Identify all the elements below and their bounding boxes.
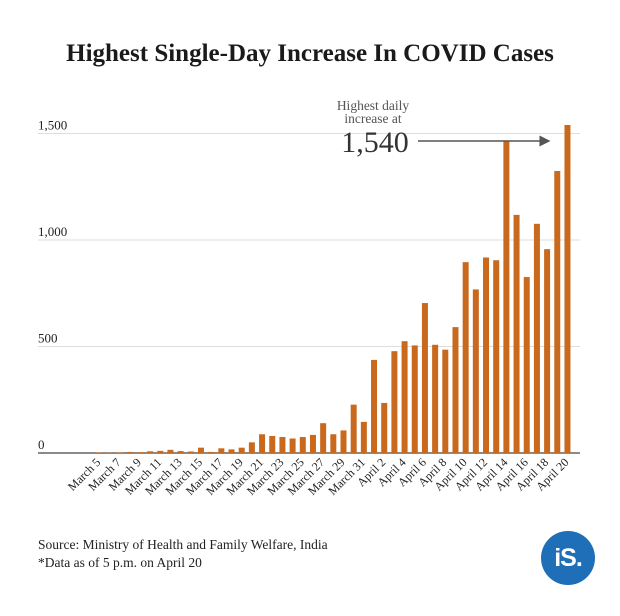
annotation-arrow-head (539, 135, 551, 147)
bar-march-27 (320, 423, 327, 453)
bar-march-25 (299, 437, 306, 453)
bar-april-10 (462, 262, 469, 453)
bar-april-9 (452, 327, 459, 453)
data-note: *Data as of 5 p.m. on April 20 (38, 555, 202, 570)
bar-april-15 (513, 214, 520, 453)
bar-march-13 (177, 451, 184, 453)
bar-march-28 (330, 434, 337, 453)
bar-march-7 (116, 452, 123, 453)
bar-march-5 (96, 452, 103, 453)
bar-april-20 (564, 124, 571, 453)
bar-april-19 (554, 170, 561, 453)
bar-march-15 (197, 447, 204, 453)
y-tick-label: 0 (38, 437, 45, 452)
bar-march-30 (350, 404, 357, 453)
bar-april-16 (523, 277, 530, 453)
bar-april-4 (401, 341, 408, 453)
bar-april-17 (533, 223, 540, 453)
bar-march-9 (136, 452, 143, 453)
bar-march-23 (279, 437, 286, 453)
bar-april-18 (544, 249, 551, 453)
bar-april-7 (432, 344, 439, 453)
bar-april-14 (503, 141, 510, 454)
annotation-value: 1,540 (341, 126, 409, 159)
bar-march-22 (269, 435, 276, 453)
bar-march-20 (248, 442, 255, 453)
bar-march-24 (289, 438, 296, 453)
bar-march-8 (126, 451, 133, 453)
bar-march-18 (228, 449, 235, 453)
brand-logo: iS. (541, 531, 595, 585)
bar-march-16 (208, 451, 215, 453)
chart-title: Highest Single-Day Increase In COVID Cas… (66, 40, 554, 67)
bar-march-17 (218, 448, 225, 453)
footer: Source: Ministry of Health and Family We… (38, 536, 328, 572)
bar-march-12 (167, 449, 174, 453)
bar-march-14 (187, 451, 194, 453)
bars (96, 124, 571, 454)
bar-april-8 (442, 349, 449, 453)
y-tick-label: 500 (38, 331, 58, 346)
y-tick-label: 1,000 (38, 224, 67, 239)
bar-april-6 (421, 303, 428, 453)
bar-march-21 (259, 434, 266, 453)
bar-march-29 (340, 430, 347, 453)
annotation-label-line: increase at (344, 111, 402, 126)
bar-march-10 (147, 451, 154, 453)
bar-april-3 (391, 351, 398, 453)
bar-april-13 (493, 260, 500, 453)
bar-march-11 (157, 450, 164, 453)
bar-april-2 (381, 402, 388, 453)
bar-march-19 (238, 447, 245, 453)
bar-march-31 (360, 421, 367, 453)
bar-march-26 (309, 434, 316, 453)
bar-april-11 (472, 289, 479, 453)
bar-april-1 (371, 359, 378, 453)
bar-april-12 (483, 257, 490, 453)
annotation-label-line: Highest daily (337, 98, 410, 113)
bar-april-5 (411, 345, 418, 453)
y-tick-label: 1,500 (38, 118, 67, 133)
source-text: Source: Ministry of Health and Family We… (38, 537, 328, 552)
y-axis-tick-labels: 0 500 1,000 1,500 (38, 118, 67, 453)
